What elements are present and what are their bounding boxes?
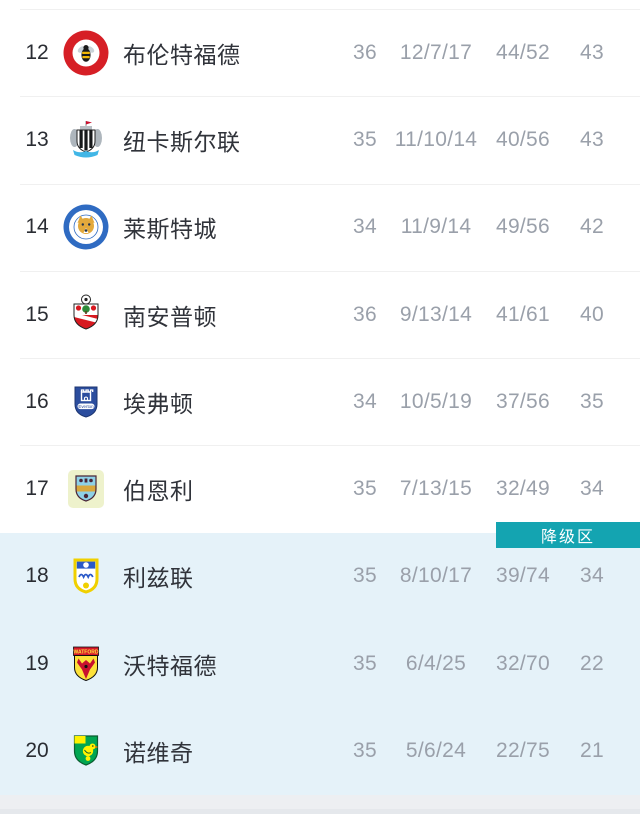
stat-win-draw-loss: 7/13/15 bbox=[399, 477, 473, 501]
team-name: 布伦特福德 bbox=[123, 41, 241, 68]
stat-goals: 49/56 bbox=[495, 215, 551, 239]
stat-win-draw-loss: 11/9/14 bbox=[400, 215, 472, 239]
stat-goals: 32/49 bbox=[495, 477, 551, 501]
stat-played: 35 bbox=[353, 564, 377, 588]
rank-number: 12 bbox=[25, 40, 49, 64]
southampton-badge-icon bbox=[62, 291, 110, 339]
leicester-badge-icon bbox=[62, 203, 110, 251]
svg-text:Everton: Everton bbox=[78, 404, 94, 409]
table-row[interactable]: 17 伯恩利 35 7/13/15 32/49 34 bbox=[0, 445, 640, 532]
rank-number: 15 bbox=[25, 302, 49, 326]
stat-points: 34 bbox=[580, 477, 604, 501]
stat-played: 36 bbox=[353, 302, 377, 326]
stat-played: 35 bbox=[353, 127, 377, 151]
stat-win-draw-loss: 6/4/25 bbox=[405, 651, 467, 675]
stat-played: 36 bbox=[353, 40, 377, 64]
rank-number: 20 bbox=[25, 739, 49, 763]
burnley-badge-icon bbox=[62, 465, 110, 513]
stat-goals: 22/75 bbox=[495, 739, 551, 763]
brentford-badge-icon bbox=[62, 29, 110, 77]
stat-points: 22 bbox=[580, 651, 604, 675]
stat-goals: 32/70 bbox=[495, 651, 551, 675]
stat-goals: 41/61 bbox=[495, 302, 551, 326]
stat-played: 35 bbox=[353, 477, 377, 501]
stat-win-draw-loss: 8/10/17 bbox=[399, 564, 473, 588]
stat-points: 42 bbox=[580, 215, 604, 239]
stat-points: 21 bbox=[580, 739, 604, 763]
team-name: 伯恩利 bbox=[123, 478, 194, 505]
stat-points: 35 bbox=[580, 389, 604, 413]
stat-points: 43 bbox=[580, 127, 604, 151]
stat-goals: 40/56 bbox=[495, 127, 551, 151]
stat-win-draw-loss: 9/13/14 bbox=[399, 302, 473, 326]
table-row[interactable]: 16 Everton 埃弗顿 34 10/5/19 37/56 35 bbox=[0, 358, 640, 445]
stat-played: 34 bbox=[353, 389, 377, 413]
stat-goals: 37/56 bbox=[495, 389, 551, 413]
stat-points: 34 bbox=[580, 564, 604, 588]
footer-strip bbox=[0, 794, 640, 814]
team-name: 莱斯特城 bbox=[123, 216, 217, 243]
team-name: 诺维奇 bbox=[123, 740, 194, 767]
watford-badge-icon: WATFORD bbox=[62, 640, 110, 688]
stat-goals: 44/52 bbox=[495, 40, 551, 64]
rank-number: 19 bbox=[25, 651, 49, 675]
table-row[interactable]: 12 布伦特福德 36 12/7/17 44/52 43 bbox=[0, 9, 640, 96]
team-name: 沃特福德 bbox=[123, 652, 217, 679]
table-row[interactable]: 13 纽卡斯尔联 35 11/10/14 40/56 4 bbox=[0, 96, 640, 183]
norwich-badge-icon bbox=[62, 727, 110, 775]
rank-number: 18 bbox=[25, 564, 49, 588]
rank-number: 16 bbox=[25, 389, 49, 413]
relegation-zone-label: 降级区 bbox=[540, 528, 595, 546]
stat-points: 43 bbox=[580, 40, 604, 64]
stat-win-draw-loss: 5/6/24 bbox=[405, 739, 467, 763]
relegation-zone: 降级区 18 利兹联 35 8/10/17 39/74 34 19 bbox=[0, 521, 640, 795]
rank-number: 13 bbox=[25, 127, 49, 151]
newcastle-badge-icon bbox=[62, 116, 110, 164]
team-name: 纽卡斯尔联 bbox=[123, 128, 241, 155]
leeds-badge-icon bbox=[62, 552, 110, 600]
mid-table-zone: 12 布伦特福德 36 12/7/17 44/52 43 13 bbox=[0, 9, 640, 532]
stat-goals: 39/74 bbox=[495, 564, 551, 588]
table-row[interactable]: 14 莱斯特城 34 11/9/14 49/56 42 bbox=[0, 183, 640, 271]
table-row[interactable]: 20 诺维奇 35 5/6/24 22/75 21 bbox=[0, 707, 640, 794]
svg-text:WATFORD: WATFORD bbox=[74, 649, 99, 655]
table-row[interactable]: 19 WATFORD 沃特福德 35 6/4/25 32/70 22 bbox=[0, 620, 640, 707]
rank-number: 17 bbox=[25, 477, 49, 501]
stat-win-draw-loss: 10/5/19 bbox=[399, 389, 473, 413]
stat-played: 35 bbox=[353, 651, 377, 675]
table-row[interactable]: 15 南安普顿 36 9/13/14 41/61 40 bbox=[0, 270, 640, 358]
stat-points: 40 bbox=[580, 302, 604, 326]
stat-win-draw-loss: 12/7/17 bbox=[399, 40, 473, 64]
stat-played: 35 bbox=[353, 739, 377, 763]
team-name: 南安普顿 bbox=[123, 303, 217, 330]
table-row[interactable]: 18 利兹联 35 8/10/17 39/74 34 bbox=[0, 533, 640, 620]
everton-badge-icon: Everton bbox=[62, 378, 110, 426]
team-name: 埃弗顿 bbox=[123, 390, 194, 417]
stat-win-draw-loss: 11/10/14 bbox=[394, 127, 478, 151]
relegation-zone-banner: 降级区 bbox=[496, 521, 640, 548]
team-name: 利兹联 bbox=[123, 565, 194, 592]
rank-number: 14 bbox=[25, 215, 49, 239]
stat-played: 34 bbox=[353, 215, 377, 239]
